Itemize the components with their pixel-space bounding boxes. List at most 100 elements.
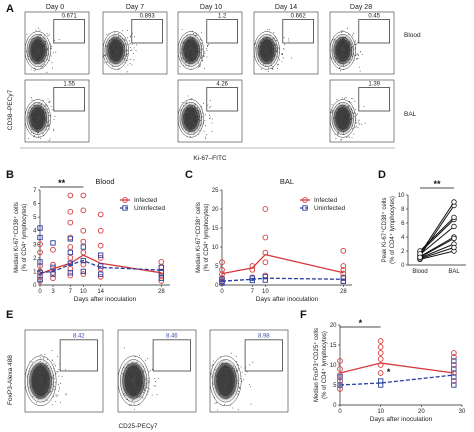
- treg-flow-plot-gate-value: 8.42: [73, 333, 85, 339]
- data-point-infected: [377, 370, 384, 376]
- x-axis-label: Days after inoculation: [74, 296, 137, 303]
- bal-flow-plot: 4.26: [177, 79, 243, 143]
- treg-flow-plot-contour: [219, 370, 233, 392]
- treg-flow-plot-contour: [24, 355, 57, 407]
- x-tick-label: 3: [51, 289, 55, 295]
- blood-flow-plot-gate: [282, 19, 314, 44]
- panel-label-c: C: [185, 169, 193, 181]
- series-line-uninfected: [339, 374, 454, 386]
- y-axis-label: Median FoxP3⁺CD25⁺ cells (% of CD4⁺ lymph…: [313, 328, 328, 402]
- data-point-infected: [219, 266, 225, 273]
- pair-line: [419, 243, 455, 259]
- panel-label-f: F: [300, 309, 307, 321]
- y-tick-label: 10: [330, 363, 337, 369]
- day-header-10: Day 10: [200, 4, 222, 11]
- x-category-label: BAL: [448, 269, 460, 275]
- data-point-infected: [37, 249, 43, 256]
- x-tick-label: 7: [69, 289, 73, 295]
- chart-title: BAL: [280, 177, 294, 186]
- panel-e-xlabel: CD25-PECy7: [118, 423, 157, 430]
- data-point-uninfected: [67, 270, 73, 276]
- legend-label: Uninfected: [134, 205, 165, 212]
- data-point-infected: [97, 274, 104, 280]
- y-tick-label: 20: [212, 207, 219, 213]
- blood-flow-plot: 0.662: [253, 11, 319, 75]
- chart-c: 0 5 10 15 20 25 0 7 10 28 BAL Days after inoculatio…: [195, 177, 352, 303]
- data-point-uninfected: [451, 366, 457, 372]
- y-axis-label-line: (% of CD4⁺ lymphocytes): [21, 204, 28, 272]
- blood-flow-plot-contour: [331, 34, 354, 67]
- x-axis-label: Days after inoculation: [256, 296, 319, 303]
- blood-flow-plot-events: [104, 30, 137, 73]
- y-tick-label: 5: [215, 264, 219, 270]
- data-point-uninfected: [37, 225, 43, 231]
- blood-flow-plot-contour: [255, 34, 278, 67]
- x-tick-label: 20: [418, 409, 425, 415]
- data-point-infected: [158, 278, 165, 284]
- x-tick-label: 14: [97, 289, 104, 295]
- treg-flow-plot-contour: [120, 359, 148, 403]
- y-tick-label: 25: [212, 188, 219, 194]
- y-tick-label: 15: [330, 343, 337, 349]
- treg-flow-plot-contour: [209, 355, 242, 407]
- bal-flow-plot-core: [333, 104, 352, 133]
- bal-flow-plot: 1.55: [24, 79, 90, 143]
- y-tick-label: 6: [401, 221, 405, 227]
- data-point-uninfected: [67, 236, 73, 242]
- chart-title: Blood: [95, 177, 114, 186]
- legend-marker: [122, 197, 128, 203]
- treg-flow-plot-core: [214, 362, 237, 399]
- blood-flow-plot-contour: [339, 45, 347, 56]
- data-point-uninfected: [67, 260, 73, 266]
- panel-label-a: A: [6, 3, 14, 15]
- blood-flow-plot-gate: [131, 19, 163, 44]
- blood-flow-plot-contour: [259, 39, 275, 62]
- y-tick-label: 15: [212, 226, 219, 232]
- bal-flow-plot-events: [27, 97, 56, 141]
- treg-flow-plot-contour: [36, 374, 45, 388]
- bal-flow-plot-events: [179, 95, 213, 140]
- treg-flow-plot-gate: [244, 339, 283, 372]
- bal-flow-plot-gate-value: 1.55: [63, 82, 75, 88]
- pair-line: [419, 201, 455, 255]
- data-point-infected: [67, 265, 74, 272]
- blood-flow-plot-gate-value: 0.671: [62, 14, 78, 20]
- treg-flow-plot-events: [122, 347, 160, 410]
- blood-flow-plot: 0.893: [102, 11, 168, 75]
- y-tick-label: 2: [33, 256, 37, 262]
- bal-flow-plot-contour: [26, 102, 49, 135]
- chart-f: 0 5 10 15 20 0 10 20 30 Days after inoculation Med…: [313, 318, 466, 423]
- treg-flow-plot-contour: [117, 355, 150, 407]
- legend-label: Infected: [314, 197, 338, 204]
- legend-marker: [302, 197, 308, 203]
- y-tick-label: 5: [33, 215, 37, 221]
- panel-a-xlabel: Ki-67–FITC: [193, 155, 227, 162]
- legend-label: Uninfected: [314, 205, 345, 212]
- data-point-infected: [451, 350, 457, 356]
- data-point-infected: [262, 234, 269, 241]
- treg-flow-plot-events: [26, 350, 67, 406]
- data-point-infected: [67, 208, 74, 215]
- blood-flow-plot-contour: [187, 45, 195, 56]
- data-point-infected: [67, 244, 74, 250]
- blood-flow-plot-core: [333, 36, 352, 65]
- y-tick-label: 10: [212, 245, 219, 251]
- data-point-infected: [67, 219, 74, 226]
- y-tick-label: 8: [401, 207, 405, 213]
- data-point-infected: [67, 192, 74, 199]
- blood-flow-plot-contour: [333, 36, 353, 65]
- y-axis-label-line: (% of CD4⁺ lymphocytes): [321, 331, 328, 399]
- y-axis-label: Median Ki-67⁺CD38⁺ cells (% of CD4⁺ lymph…: [13, 202, 28, 273]
- blood-flow-plot-gate: [53, 19, 85, 44]
- blood-flow-plot-contour: [26, 34, 49, 67]
- significance-marker: **: [58, 178, 66, 188]
- data-point-infected: [377, 350, 384, 356]
- blood-flow-plot-gate: [358, 19, 390, 44]
- data-point-uninfected: [80, 244, 86, 250]
- series-line-infected: [221, 253, 344, 275]
- legend-marker: [302, 205, 308, 211]
- treg-flow-plot: 8.98: [209, 329, 289, 413]
- blood-flow-plot-contour: [335, 39, 351, 62]
- blood-flow-plot: 0.671: [24, 11, 90, 75]
- y-tick-label: 20: [330, 323, 337, 329]
